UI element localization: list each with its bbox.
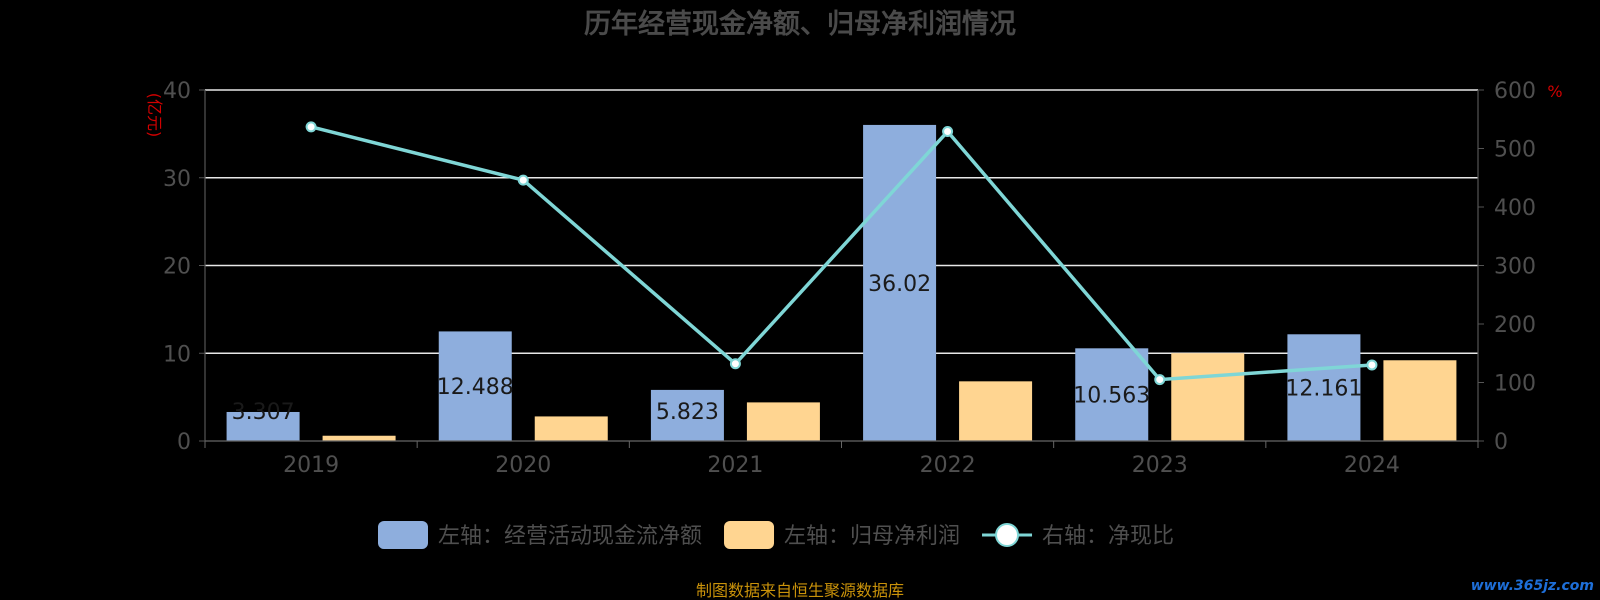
left-axis-unit: (亿元): [145, 93, 164, 138]
line-point: [517, 174, 529, 186]
bars-layer: [226, 124, 1457, 441]
line-point: [305, 121, 317, 133]
bar-data-label: 36.02: [868, 272, 931, 297]
chart-title: 历年经营现金净额、归母净利润情况: [584, 8, 1016, 40]
bar: [1287, 334, 1361, 441]
bar: [1075, 348, 1149, 441]
right-axis-tick-label: 0: [1494, 430, 1508, 455]
line-point: [1366, 359, 1378, 371]
bar: [746, 402, 820, 441]
left-axis-tick-label: 20: [163, 255, 191, 280]
bar-data-label: 5.823: [656, 400, 719, 425]
x-axis-tick-label: 2021: [707, 453, 763, 478]
bar: [534, 416, 608, 441]
x-axis-tick-label: 2023: [1132, 453, 1188, 478]
right-axis-tick-label: 600: [1494, 79, 1536, 104]
line-point: [729, 358, 741, 370]
bar: [1171, 353, 1245, 441]
right-axis-tick-label: 500: [1494, 138, 1536, 163]
data-source-note: 制图数据来自恒生聚源数据库: [696, 581, 904, 600]
x-axis-tick-label: 2024: [1344, 453, 1400, 478]
right-axis-unit: %: [1547, 82, 1562, 101]
watermark: www.365jz.com: [1471, 578, 1594, 594]
line-point: [942, 126, 954, 138]
bar: [226, 411, 300, 441]
legend-label: 右轴：净现比: [1042, 524, 1174, 549]
legend: 左轴：经营活动现金流净额 左轴：归母净利润 右轴：净现比: [378, 521, 1174, 549]
right-axis-tick-label: 400: [1494, 196, 1536, 221]
left-axis-tick-label: 30: [163, 167, 191, 192]
bar-data-label: 12.488: [437, 375, 514, 400]
left-axis-tick-label: 0: [177, 430, 191, 455]
gridlines: [205, 89, 1478, 354]
bar-data-label: 3.307: [232, 400, 295, 425]
legend-swatch: [378, 521, 428, 549]
bar: [438, 331, 512, 441]
bar: [322, 435, 396, 441]
right-axis-tick-label: 100: [1494, 372, 1536, 397]
bar-data-label: 12.161: [1285, 377, 1362, 402]
legend-swatch: [724, 521, 775, 549]
bar: [1383, 360, 1457, 441]
legend-label: 左轴：归母净利润: [784, 524, 960, 549]
x-axis-tick-label: 2022: [920, 453, 976, 478]
bar: [959, 381, 1033, 441]
left-axis-tick-label: 40: [163, 79, 191, 104]
x-axis-tick-label: 2020: [495, 453, 551, 478]
legend-swatch: [995, 523, 1020, 547]
bar: [650, 389, 724, 441]
legend-label: 左轴：经营活动现金流净额: [438, 524, 702, 549]
line-point: [1154, 374, 1166, 386]
labels-layer: 3.307 12.488 5.823 36.02 10.563 12.161: [232, 272, 1363, 425]
x-axis-tick-label: 2019: [283, 453, 339, 478]
bar-data-label: 10.563: [1073, 384, 1150, 409]
bar: [863, 124, 937, 441]
right-axis-tick-label: 300: [1494, 255, 1536, 280]
left-axis-tick-label: 10: [163, 342, 191, 367]
line-layer: [305, 121, 1378, 386]
right-axis-tick-label: 200: [1494, 313, 1536, 338]
line-series: [310, 125, 1373, 382]
